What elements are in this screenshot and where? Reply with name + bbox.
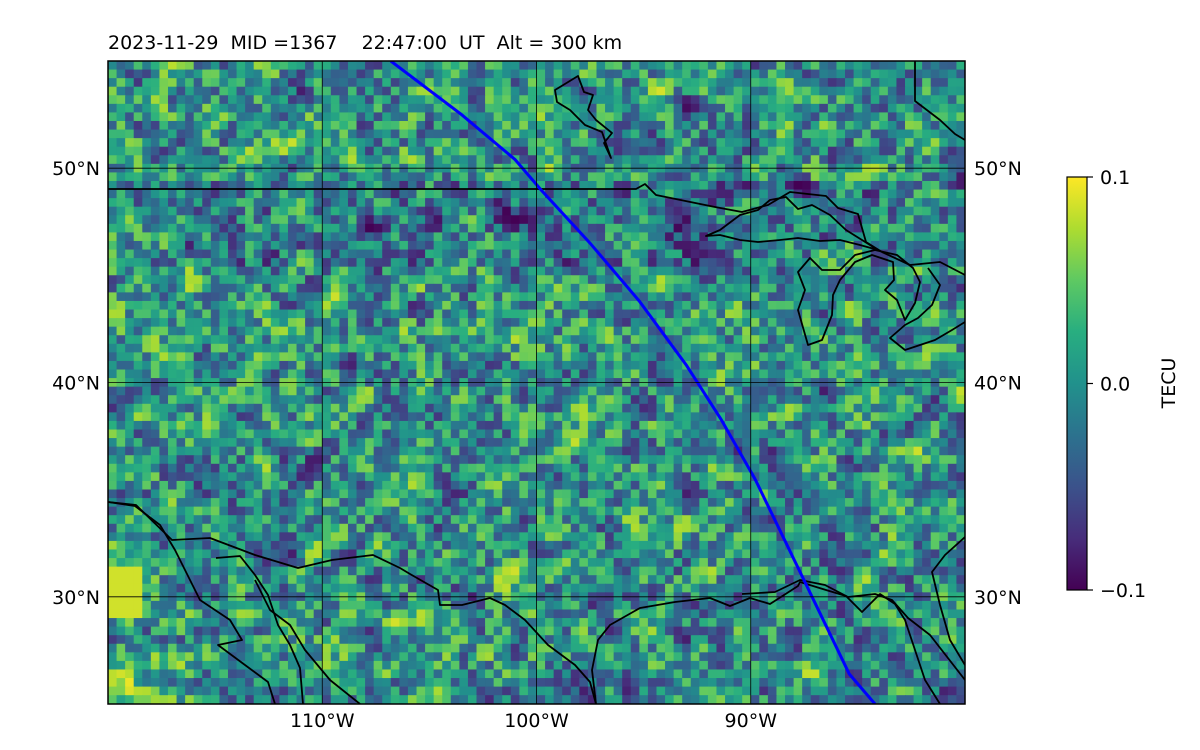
x-tick-label: 110°W xyxy=(290,710,355,732)
chart-title: 2023-11-29 MID =1367 22:47:00 UT Alt = 3… xyxy=(108,32,622,54)
mainland-mexico-pacific-coast xyxy=(254,579,361,704)
graticule-grid xyxy=(108,61,965,704)
lake-michigan-shore xyxy=(797,249,921,346)
y-tick-label-right: 50°N xyxy=(974,158,1022,180)
y-tick-label-left: 50°N xyxy=(52,158,100,180)
x-tick-label: 90°W xyxy=(725,710,778,732)
canada-us-border xyxy=(108,183,965,276)
x-tick-label: 100°W xyxy=(504,710,569,732)
y-tick-label-right: 40°N xyxy=(974,373,1022,395)
gulf-of-california-coast xyxy=(215,555,304,704)
florida-coast xyxy=(741,579,965,681)
map-plot-area xyxy=(108,61,965,704)
mexico-gulf-coast xyxy=(591,581,941,704)
colorbar: −0.1 0.0 0.1 TECU xyxy=(1066,167,1180,602)
terminator-line xyxy=(389,61,877,704)
colorbar-gradient xyxy=(1066,176,1088,591)
atlantic-coast xyxy=(931,536,965,666)
colorbar-tick-label: 0.0 xyxy=(1100,374,1130,396)
colorbar-tick-label: −0.1 xyxy=(1100,580,1146,602)
lake-winnipeg-shore xyxy=(554,75,613,159)
y-tick-label-left: 40°N xyxy=(52,373,100,395)
gulf-coast xyxy=(108,501,597,704)
colorbar-tick-label: 0.1 xyxy=(1100,167,1130,189)
lake-huron-erie-shore xyxy=(889,267,965,351)
lake-superior-shore xyxy=(705,196,879,251)
coastlines xyxy=(108,61,965,704)
baja-peninsula-coast xyxy=(108,501,276,704)
y-axis-left-labels: 30°N 40°N 50°N xyxy=(52,158,100,609)
map-frame xyxy=(107,60,966,705)
hudson-bay-coast xyxy=(914,61,965,141)
colorbar-label: TECU xyxy=(1158,358,1180,410)
y-tick-label-left: 30°N xyxy=(52,587,100,609)
colorbar-ticks: −0.1 0.0 0.1 xyxy=(1087,167,1146,602)
tec-heatmap-cells xyxy=(108,61,965,704)
y-tick-label-right: 30°N xyxy=(974,587,1022,609)
x-axis-labels: 110°W 100°W 90°W xyxy=(290,710,777,732)
y-axis-right-labels: 30°N 40°N 50°N xyxy=(974,158,1022,609)
